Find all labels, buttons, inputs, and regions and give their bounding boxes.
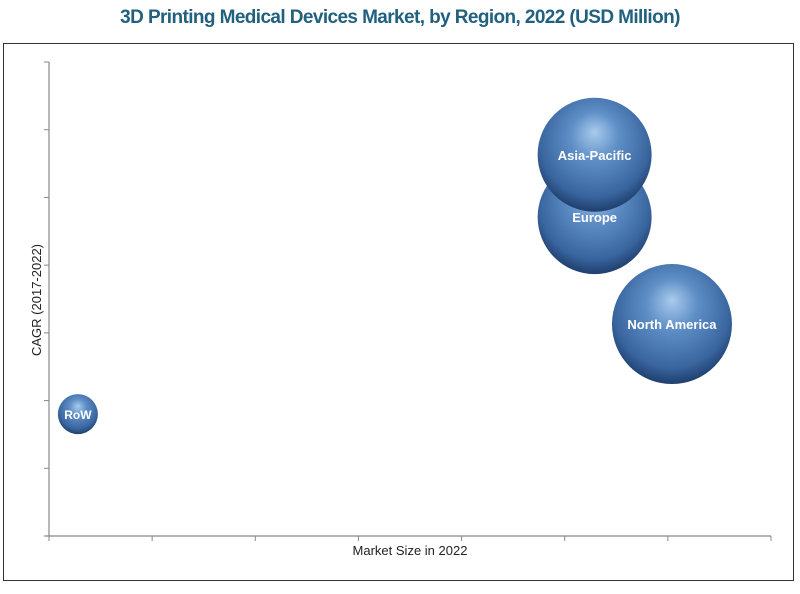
bubble-label: Asia-Pacific (558, 148, 632, 163)
bubble-label: Europe (572, 210, 617, 225)
bubble-row (57, 394, 98, 435)
bubble-label: RoW (64, 408, 92, 422)
bubble-label: North America (627, 317, 717, 332)
y-axis-label: CAGR (2017-2022) (29, 244, 44, 356)
chart-frame (3, 43, 794, 581)
bubble-asia-pacific (537, 97, 652, 212)
x-axis-label: Market Size in 2022 (353, 543, 468, 558)
chart-title: 3D Printing Medical Devices Market, by R… (120, 7, 680, 28)
bubble-north-america (611, 264, 732, 385)
